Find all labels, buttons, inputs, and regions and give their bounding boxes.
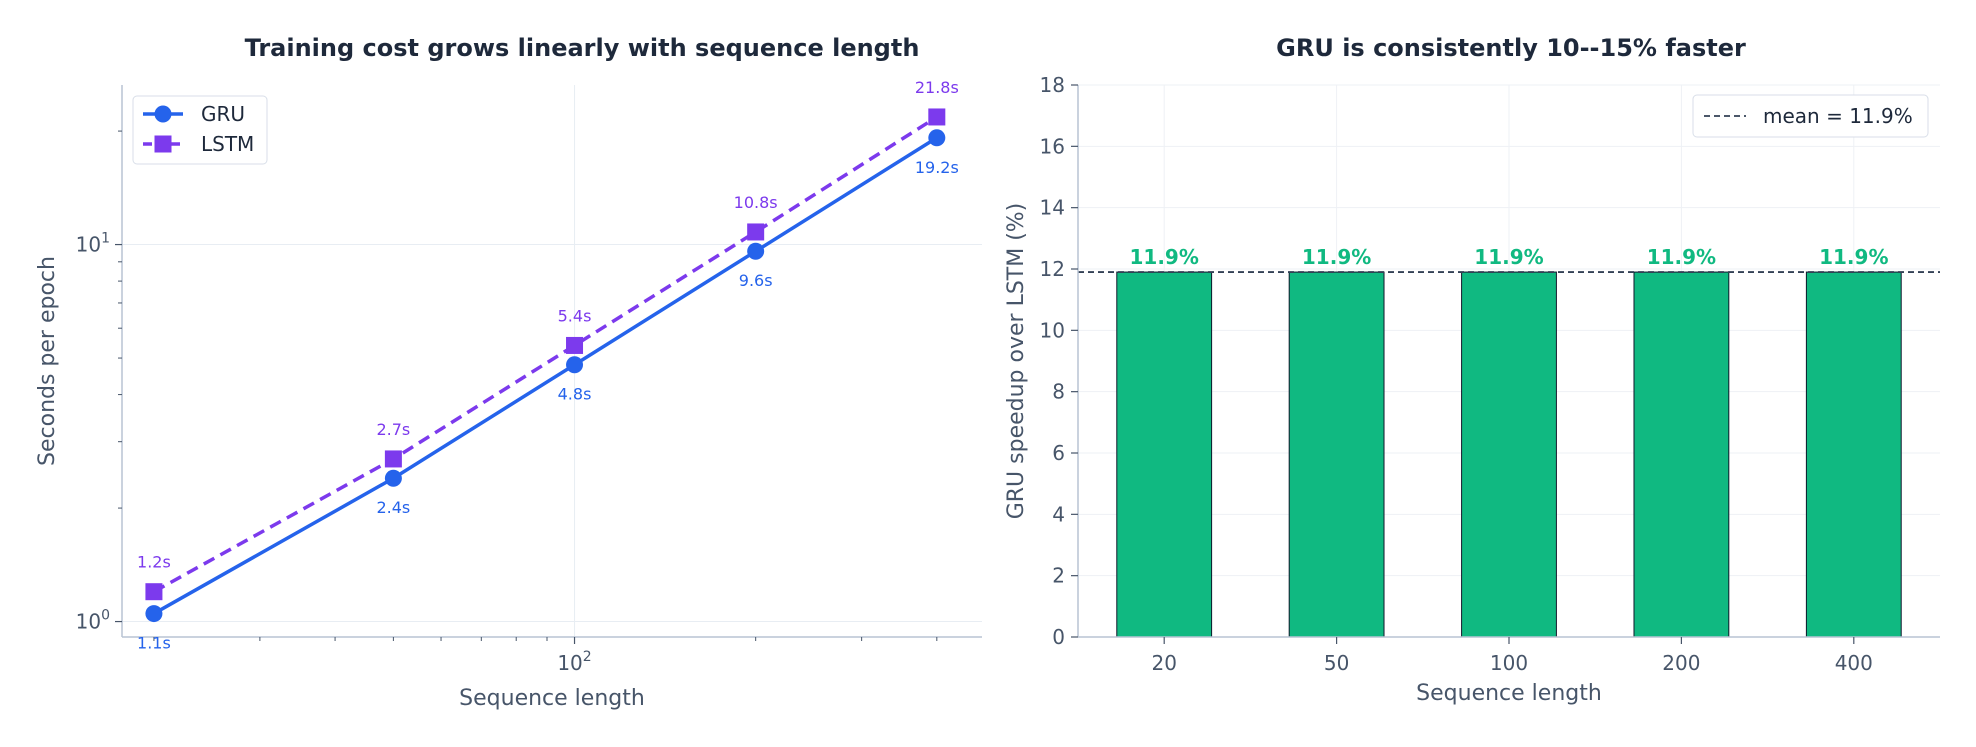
point-lstm-200 <box>747 223 765 241</box>
bar-value-label-200: 11.9% <box>1647 245 1716 269</box>
right-y-tick-label-6: 6 <box>1052 441 1065 465</box>
bar-value-label-50: 11.9% <box>1302 245 1371 269</box>
point-label-gru-50: 2.4s <box>376 498 410 517</box>
legend-marker-lstm <box>154 135 172 153</box>
bar-100 <box>1461 271 1557 638</box>
point-label-gru-100: 4.8s <box>558 385 592 404</box>
right-chart: GRU is consistently 10--15% faster 11.9% 1… <box>1004 34 1940 706</box>
legend-label-gru: GRU <box>201 102 245 126</box>
point-label-lstm-20: 1.2s <box>137 553 171 572</box>
right-y-tick-label-16: 16 <box>1040 134 1065 158</box>
right-y-tick-label-14: 14 <box>1040 196 1065 220</box>
legend-label-lstm: LSTM <box>201 132 254 156</box>
point-label-gru-200: 9.6s <box>739 271 773 290</box>
point-gru-400 <box>928 129 946 147</box>
bar-value-label-20: 11.9% <box>1130 245 1199 269</box>
point-label-lstm-200: 10.8s <box>734 193 778 212</box>
legend-marker-gru <box>154 105 172 123</box>
right-y-tick-label-10: 10 <box>1040 318 1065 342</box>
right-y-axis-label: GRU speedup over LSTM (%) <box>1004 203 1029 520</box>
left-legend: GRU LSTM <box>132 95 268 165</box>
right-x-axis-label: Sequence length <box>1416 681 1602 706</box>
point-gru-50 <box>384 469 402 487</box>
right-y-tick-label-12: 12 <box>1040 257 1065 281</box>
right-x-tick-label-20: 20 <box>1151 651 1176 675</box>
point-label-lstm-400: 21.8s <box>915 78 959 97</box>
left-y-axis-label: Seconds per epoch <box>35 256 60 466</box>
left-y-tick-label-0: 100 <box>76 608 110 634</box>
right-x-tick-label-100: 100 <box>1490 651 1528 675</box>
left-chart: Training cost grows linearly with sequen… <box>35 34 982 711</box>
right-y-tick-label-8: 8 <box>1052 380 1065 404</box>
bar-50 <box>1288 271 1385 638</box>
bar-400 <box>1805 271 1902 638</box>
right-y-tick-label-4: 4 <box>1052 502 1065 526</box>
bar-value-label-100: 11.9% <box>1474 245 1543 269</box>
legend-mean-label: mean = 11.9% <box>1763 104 1913 128</box>
point-gru-20 <box>145 605 163 623</box>
left-y-tick-label-1: 101 <box>76 231 110 257</box>
point-label-gru-20: 1.1s <box>137 634 171 653</box>
right-legend-box <box>1692 94 1929 138</box>
right-y-tick-label-2: 2 <box>1052 564 1065 588</box>
point-gru-200 <box>747 242 765 260</box>
right-y-tick-label-18: 18 <box>1040 73 1065 97</box>
right-chart-title: GRU is consistently 10--15% faster <box>1276 34 1746 62</box>
point-lstm-20 <box>145 583 163 601</box>
right-x-tick-label-200: 200 <box>1662 651 1700 675</box>
point-label-lstm-100: 5.4s <box>558 306 592 325</box>
point-lstm-400 <box>928 108 946 126</box>
series-line-lstm <box>153 115 938 594</box>
point-label-lstm-50: 2.7s <box>376 420 410 439</box>
left-chart-title: Training cost grows linearly with sequen… <box>245 34 920 62</box>
point-lstm-100 <box>566 336 584 354</box>
point-gru-100 <box>566 356 584 374</box>
bar-200 <box>1633 271 1730 638</box>
point-lstm-50 <box>384 450 402 468</box>
bar-value-label-400: 11.9% <box>1819 245 1888 269</box>
right-x-tick-label-400: 400 <box>1835 651 1873 675</box>
bar-20 <box>1116 271 1213 638</box>
series-line-gru <box>153 136 938 616</box>
right-legend: mean = 11.9% <box>1692 94 1929 138</box>
right-x-tick-label-50: 50 <box>1324 651 1349 675</box>
left-x-tick-label: 102 <box>557 649 591 675</box>
point-label-gru-400: 19.2s <box>915 158 959 177</box>
left-x-axis-label: Sequence length <box>459 686 645 711</box>
right-y-tick-label-0: 0 <box>1052 625 1065 649</box>
